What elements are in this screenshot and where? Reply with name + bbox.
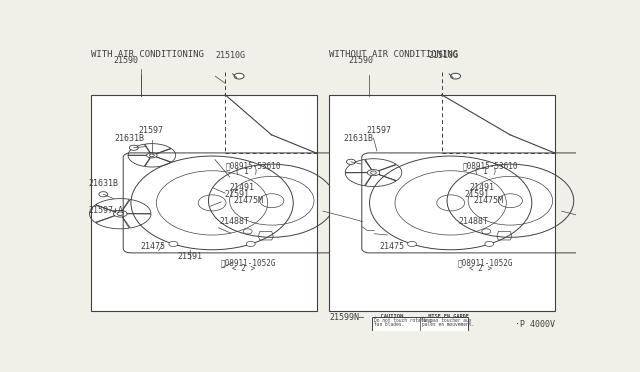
- Text: WITH AIR CONDITIONING: WITH AIR CONDITIONING: [91, 50, 204, 60]
- Text: Ⓝ08911-1052G: Ⓝ08911-1052G: [220, 259, 276, 267]
- Text: < 2 >: < 2 >: [232, 264, 255, 273]
- Text: fan blades.: fan blades.: [374, 322, 404, 327]
- Circle shape: [129, 145, 138, 150]
- Text: 21597: 21597: [138, 126, 163, 135]
- Circle shape: [485, 241, 494, 247]
- Bar: [372, 317, 468, 333]
- Circle shape: [626, 234, 636, 240]
- Text: ·P 4000V: ·P 4000V: [515, 320, 554, 329]
- Circle shape: [369, 227, 380, 233]
- Text: Ⓦ08915-53610: Ⓦ08915-53610: [225, 162, 281, 171]
- Text: 21631B: 21631B: [88, 179, 118, 187]
- Circle shape: [482, 229, 491, 234]
- Text: 21475: 21475: [379, 243, 404, 251]
- Circle shape: [595, 220, 607, 227]
- Text: Do not touch rotating: Do not touch rotating: [374, 318, 431, 324]
- Circle shape: [169, 241, 178, 247]
- Text: 21491: 21491: [230, 183, 255, 192]
- Text: Ⓦ08915-53610: Ⓦ08915-53610: [463, 162, 518, 171]
- Circle shape: [356, 220, 368, 227]
- Text: Ne pas toucher aux: Ne pas toucher aux: [422, 318, 472, 324]
- Text: 21475M: 21475M: [474, 196, 504, 205]
- Circle shape: [246, 241, 255, 247]
- Text: 21631B: 21631B: [115, 134, 145, 143]
- Text: 21599N—: 21599N—: [330, 312, 365, 322]
- Text: 21591: 21591: [225, 190, 250, 199]
- Circle shape: [234, 73, 244, 79]
- Text: ( 1 ): ( 1 ): [236, 167, 259, 176]
- Text: Ⓝ08911-1052G: Ⓝ08911-1052G: [458, 259, 513, 267]
- Circle shape: [608, 227, 618, 233]
- Text: ⚠ CAUTION: ⚠ CAUTION: [374, 314, 403, 320]
- Text: 21488T: 21488T: [459, 217, 488, 226]
- Bar: [330, 95, 555, 311]
- Text: ⚠ MISE EN GARDE: ⚠ MISE EN GARDE: [422, 314, 469, 320]
- Text: 21510G: 21510G: [215, 51, 245, 60]
- Text: pales en mouvement.: pales en mouvement.: [422, 322, 474, 327]
- Circle shape: [99, 192, 108, 197]
- Text: 21590: 21590: [113, 56, 138, 65]
- Circle shape: [243, 229, 252, 234]
- Text: 21591: 21591: [178, 252, 203, 261]
- Circle shape: [408, 241, 417, 247]
- Text: 21488T: 21488T: [219, 217, 249, 226]
- Text: 21475: 21475: [141, 243, 166, 251]
- Text: 21475M: 21475M: [233, 196, 263, 205]
- Text: 21597+A: 21597+A: [88, 206, 124, 215]
- Circle shape: [451, 73, 461, 79]
- Text: ( 1 ): ( 1 ): [474, 167, 497, 176]
- Text: 21510G: 21510G: [429, 51, 459, 60]
- Text: WITHOUT AIR CONDITIONING: WITHOUT AIR CONDITIONING: [330, 50, 458, 60]
- Text: 21631B: 21631B: [343, 134, 373, 143]
- Circle shape: [387, 234, 397, 240]
- Circle shape: [346, 159, 355, 164]
- Text: 21491: 21491: [469, 183, 495, 192]
- Text: 21597: 21597: [367, 126, 392, 135]
- Bar: [91, 95, 317, 311]
- Text: < 2 >: < 2 >: [469, 264, 492, 273]
- Text: 21591: 21591: [465, 190, 490, 199]
- Text: 21590: 21590: [349, 56, 374, 65]
